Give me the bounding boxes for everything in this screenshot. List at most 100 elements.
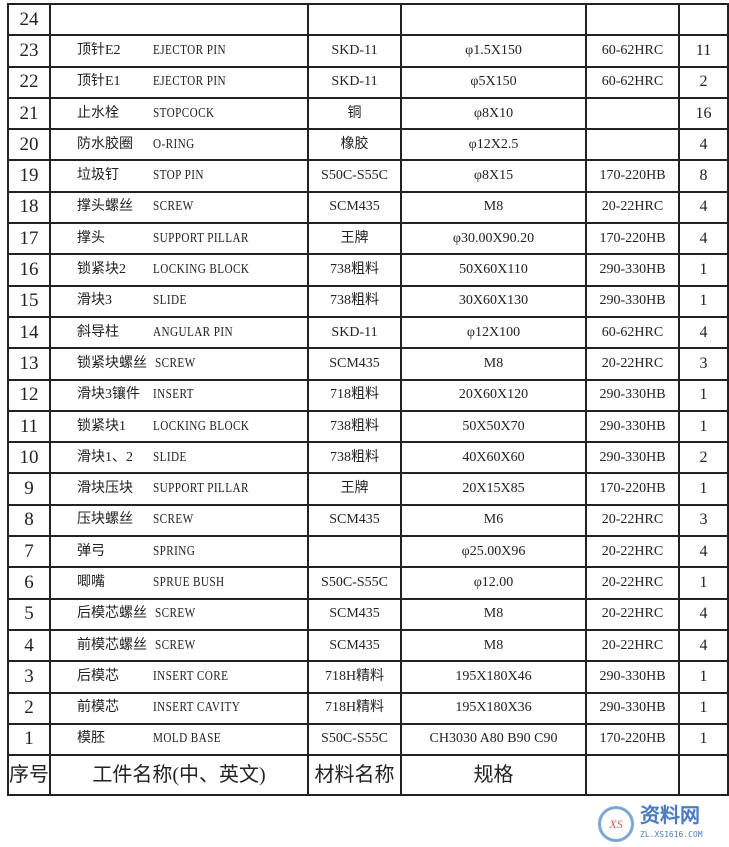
material: S50C-S55C — [307, 159, 402, 193]
hardness: 290-330HB — [585, 660, 680, 694]
part-name-en: SCREW — [155, 606, 196, 622]
specification: φ8X10 — [400, 96, 587, 131]
specification: 30X60X130 — [400, 284, 587, 318]
part-name-en: INSERT — [153, 387, 194, 403]
part-name-en: EJECTOR PIN — [153, 74, 226, 90]
quantity: 3 — [678, 503, 729, 538]
material: 738粗料 — [307, 284, 402, 318]
part-name-en: SPRING — [153, 543, 196, 559]
quantity: 1 — [678, 253, 729, 287]
item-number: 8 — [7, 503, 51, 538]
item-number: 2 — [7, 691, 51, 725]
part-name-cn: 滑块3镶件 — [77, 387, 140, 403]
quantity: 4 — [678, 315, 729, 350]
specification: 195X180X36 — [400, 691, 587, 725]
specification: 50X60X110 — [400, 253, 587, 287]
watermark-url: ZL.XS1616.COM — [640, 830, 703, 839]
part-name-cn: 顶针E1 — [77, 74, 121, 90]
hardness: 60-62HRC — [585, 34, 680, 68]
part-name-cn: 顶针E2 — [77, 42, 121, 58]
specification: 195X180X46 — [400, 660, 587, 694]
item-number: 16 — [7, 253, 51, 287]
part-name: 滑块3 SLIDE — [49, 284, 309, 318]
part-name-en: INSERT CAVITY — [153, 700, 241, 716]
part-name-cn: 后模芯螺丝 — [77, 606, 147, 622]
quantity: 11 — [678, 34, 729, 68]
hardness: 290-330HB — [585, 378, 680, 412]
header-hardness — [585, 754, 680, 797]
table-row: 12 滑块3镶件 INSERT 718粗料 20X60X120 290-330HB 1 — [7, 378, 729, 412]
table-row: 13 锁紧块螺丝 SCREW SCM435 M8 20-22HRC 3 — [7, 347, 729, 381]
watermark-mark: XS — [598, 806, 634, 842]
item-number: 19 — [7, 159, 51, 193]
item-number: 21 — [7, 96, 51, 131]
material: 738粗料 — [307, 409, 402, 444]
part-name-en: STOPCOCK — [153, 105, 215, 121]
material: 718H精料 — [307, 691, 402, 725]
table-row: 10 滑块1、2 SLIDE 738粗料 40X60X60 290-330HB 2 — [7, 441, 729, 475]
part-name: 锁紧块螺丝 SCREW — [49, 347, 309, 381]
part-name: 模胚 MOLD BASE — [49, 722, 309, 757]
material: 铜 — [307, 96, 402, 131]
specification: 40X60X60 — [400, 441, 587, 475]
table-row: 3 后模芯 INSERT CORE 718H精料 195X180X46 290-330HB… — [7, 660, 729, 694]
watermark-logo: XS 资料网 ZL.XS1616.COM — [596, 803, 726, 842]
part-name: 止水栓 STOPCOCK — [49, 96, 309, 131]
quantity — [678, 2, 729, 37]
table-row: 20 防水胶圈 O-RING 橡胶 φ12X2.5 4 — [7, 128, 729, 162]
header-material: 材料名称 — [307, 754, 402, 797]
specification: φ12X100 — [400, 315, 587, 350]
hardness — [585, 128, 680, 162]
specification: φ12X2.5 — [400, 128, 587, 162]
part-name-en: SCREW — [153, 512, 194, 528]
part-name-en: STOP PIN — [153, 168, 204, 184]
hardness: 60-62HRC — [585, 315, 680, 350]
part-name: 顶针E1 EJECTOR PIN — [49, 65, 309, 99]
specification: φ30.00X90.20 — [400, 222, 587, 256]
part-name-en: SUPPORT PILLAR — [153, 230, 249, 246]
material: 738粗料 — [307, 441, 402, 475]
part-name — [49, 2, 309, 37]
specification: φ5X150 — [400, 65, 587, 99]
item-number: 13 — [7, 347, 51, 381]
quantity: 1 — [678, 409, 729, 444]
specification: 50X50X70 — [400, 409, 587, 444]
hardness: 20-22HRC — [585, 347, 680, 381]
specification: M6 — [400, 503, 587, 538]
quantity: 3 — [678, 347, 729, 381]
hardness: 20-22HRC — [585, 190, 680, 225]
header-name: 工件名称(中、英文) — [49, 754, 309, 797]
specification: φ12.00 — [400, 566, 587, 600]
quantity: 1 — [678, 660, 729, 694]
item-number: 7 — [7, 535, 51, 569]
part-name: 撑头 SUPPORT PILLAR — [49, 222, 309, 256]
part-name-en: SUPPORT PILLAR — [153, 481, 249, 497]
hardness: 170-220HB — [585, 159, 680, 193]
hardness: 290-330HB — [585, 284, 680, 318]
material: SKD-11 — [307, 34, 402, 68]
material: 718粗料 — [307, 378, 402, 412]
quantity: 1 — [678, 472, 729, 506]
header-spec: 规格 — [400, 754, 587, 797]
material: SCM435 — [307, 347, 402, 381]
table-row: 15 滑块3 SLIDE 738粗料 30X60X130 290-330HB 1 — [7, 284, 729, 318]
quantity: 8 — [678, 159, 729, 193]
hardness: 20-22HRC — [585, 566, 680, 600]
part-name-en: SCREW — [153, 199, 194, 215]
quantity: 1 — [678, 566, 729, 600]
specification: φ25.00X96 — [400, 535, 587, 569]
specification: CH3030 A80 B90 C90 — [400, 722, 587, 757]
parts-list-table: 24 23 顶针E2 EJECTOR PIN SKD-11 φ1.5X150 60-62HR… — [7, 2, 729, 797]
table-row: 21 止水栓 STOPCOCK 铜 φ8X10 16 — [7, 96, 729, 131]
hardness: 20-22HRC — [585, 503, 680, 538]
part-name: 滑块压块 SUPPORT PILLAR — [49, 472, 309, 506]
quantity: 4 — [678, 628, 729, 663]
item-number: 9 — [7, 472, 51, 506]
table-row: 2 前模芯 INSERT CAVITY 718H精料 195X180X36 290-330… — [7, 691, 729, 725]
part-name-cn: 滑块3 — [77, 293, 112, 309]
hardness: 290-330HB — [585, 691, 680, 725]
material: S50C-S55C — [307, 566, 402, 600]
material: 橡胶 — [307, 128, 402, 162]
table-row: 11 锁紧块1 LOCKING BLOCK 738粗料 50X50X70 290-330H… — [7, 409, 729, 444]
material: SCM435 — [307, 503, 402, 538]
